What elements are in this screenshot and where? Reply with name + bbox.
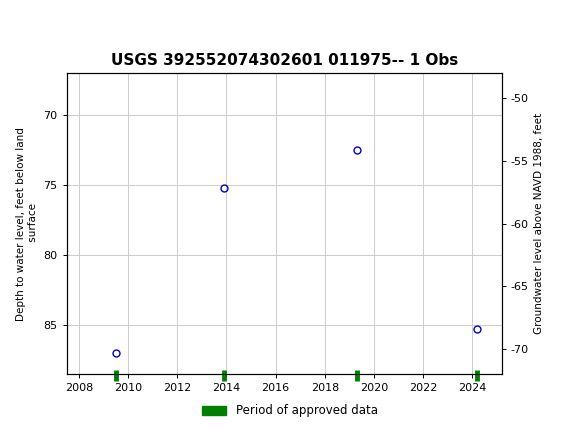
Y-axis label: Groundwater level above NAVD 1988, feet: Groundwater level above NAVD 1988, feet (534, 113, 545, 334)
Y-axis label: Depth to water level, feet below land
 surface: Depth to water level, feet below land su… (16, 127, 38, 320)
Legend: Period of approved data: Period of approved data (198, 399, 382, 422)
Text: USGS: USGS (38, 9, 85, 24)
Title: USGS 392552074302601 011975-- 1 Obs: USGS 392552074302601 011975-- 1 Obs (111, 53, 458, 68)
